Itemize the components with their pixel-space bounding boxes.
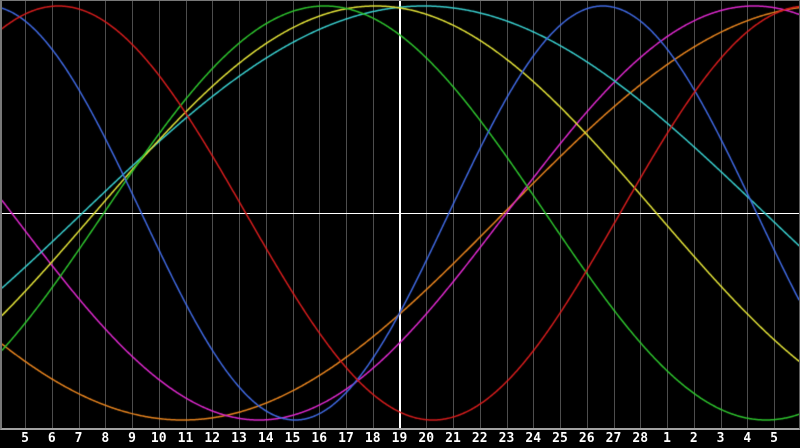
x-axis-day-label: 26 — [578, 431, 595, 446]
x-axis-day-label: 13 — [231, 431, 247, 446]
x-axis-day-label: 3 — [716, 431, 725, 446]
x-axis-day-label: 12 — [204, 431, 221, 446]
x-axis-day-label: 9 — [128, 431, 136, 446]
x-axis-day-label: 20 — [418, 431, 435, 446]
x-axis-day-label: 22 — [471, 431, 488, 446]
x-axis-day-label: 18 — [364, 431, 381, 446]
x-axis-day-label: 19 — [391, 431, 408, 446]
x-axis-day-label: 5 — [770, 431, 778, 446]
x-axis-day-label: 23 — [498, 431, 515, 446]
cycle-curves-canvas — [2, 1, 799, 428]
x-axis-day-label: 14 — [257, 431, 274, 446]
x-axis-day-label: 24 — [525, 431, 542, 446]
x-axis-day-label: 28 — [632, 431, 649, 446]
x-axis-day-label: 25 — [552, 431, 568, 446]
x-axis-day-label: 1 — [663, 431, 671, 446]
x-axis-day-label: 27 — [605, 431, 622, 446]
x-axis-day-label: 5 — [21, 431, 29, 446]
x-axis-label-row: 5 6 7 8 9 10 11 12 13 14 15 16 17 18 19 20 21 22 23 24 25 26 2… — [0, 430, 800, 448]
x-axis-day-label: 7 — [74, 431, 83, 446]
plot-area — [0, 0, 800, 430]
x-axis-day-label: 8 — [101, 431, 110, 446]
x-axis-day-label: 6 — [47, 431, 56, 446]
x-axis-day-label: 17 — [338, 431, 354, 446]
x-axis-day-label: 11 — [177, 431, 194, 446]
x-axis-day-label: 15 — [284, 431, 301, 446]
x-axis-day-label: 10 — [150, 431, 167, 446]
x-axis-day-label: 16 — [311, 431, 328, 446]
x-axis-day-label: 2 — [689, 431, 698, 446]
x-axis-day-label: 21 — [445, 431, 461, 446]
x-axis-day-label: 4 — [743, 431, 752, 446]
